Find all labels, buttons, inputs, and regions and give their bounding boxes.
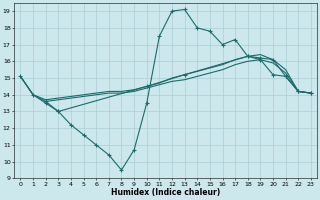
X-axis label: Humidex (Indice chaleur): Humidex (Indice chaleur) <box>111 188 220 197</box>
